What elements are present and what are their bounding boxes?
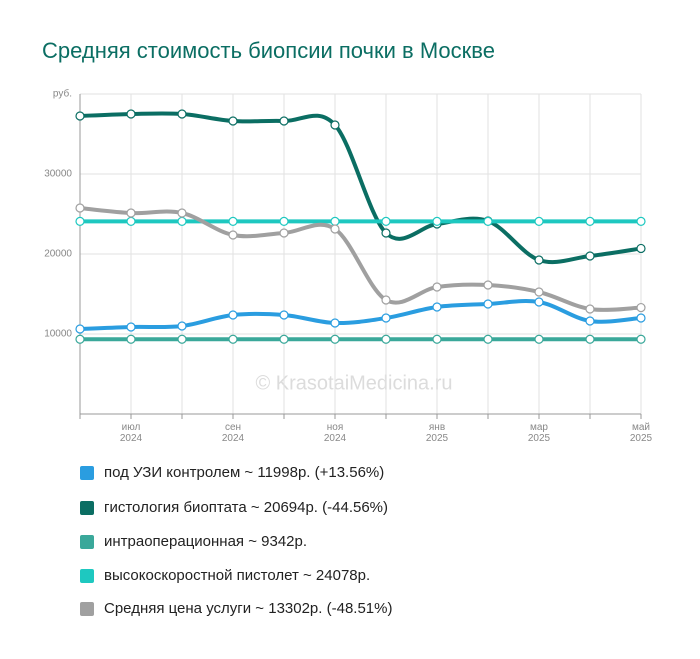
point <box>585 316 595 326</box>
point <box>177 109 187 119</box>
point <box>381 334 391 344</box>
point <box>75 324 85 334</box>
legend-swatch <box>80 602 94 616</box>
point <box>228 216 238 226</box>
legend-label: Средняя цена услуги ~ 13302р. (-48.51%) <box>104 600 392 617</box>
point <box>381 295 391 305</box>
point <box>126 208 136 218</box>
point <box>432 282 442 292</box>
point <box>330 224 340 234</box>
point <box>330 318 340 328</box>
point <box>279 228 289 238</box>
legend-label: гистология биоптата ~ 20694р. (-44.56%) <box>104 499 388 516</box>
legend-swatch <box>80 501 94 515</box>
point <box>534 334 544 344</box>
point <box>585 251 595 261</box>
point <box>177 208 187 218</box>
x-tick-label: май 2025 <box>629 422 653 444</box>
point <box>279 310 289 320</box>
point <box>228 334 238 344</box>
watermark: © KrasotaiMedicina.ru <box>255 372 452 394</box>
point <box>636 313 646 323</box>
point <box>585 216 595 226</box>
point <box>330 120 340 130</box>
legend-label: интраоперационная ~ 9342р. <box>104 533 307 550</box>
point <box>228 230 238 240</box>
point <box>126 334 136 344</box>
series-line <box>79 299 642 331</box>
point <box>228 116 238 126</box>
point <box>636 334 646 344</box>
y-tick-label: 10000 <box>44 329 72 340</box>
point <box>177 334 187 344</box>
legend-swatch <box>80 466 94 480</box>
point <box>534 297 544 307</box>
point <box>585 334 595 344</box>
point <box>126 322 136 332</box>
point <box>534 287 544 297</box>
x-tick-label: янв 2025 <box>425 422 449 444</box>
point <box>585 304 595 314</box>
point <box>534 216 544 226</box>
point <box>432 216 442 226</box>
x-tick-label: мар 2025 <box>527 422 551 444</box>
point <box>432 334 442 344</box>
point <box>483 299 493 309</box>
point <box>279 216 289 226</box>
point <box>483 334 493 344</box>
point <box>228 310 238 320</box>
y-tick-label: руб. <box>53 88 72 100</box>
point <box>75 203 85 213</box>
point <box>75 216 85 226</box>
point <box>483 280 493 290</box>
legend-label: высокоскоростной пистолет ~ 24078р. <box>104 567 370 584</box>
x-tick-label: сен 2024 <box>221 422 245 444</box>
point <box>636 216 646 226</box>
point <box>432 302 442 312</box>
y-tick-label: 20000 <box>44 249 72 260</box>
point <box>636 302 646 313</box>
point <box>483 216 493 226</box>
point <box>534 255 544 265</box>
point <box>126 216 136 226</box>
point <box>330 334 340 344</box>
y-tick-label: 30000 <box>44 169 72 180</box>
point <box>177 321 187 331</box>
point <box>177 216 187 226</box>
point <box>126 109 136 119</box>
x-tick-label: июл 2024 <box>119 422 143 444</box>
point <box>75 334 85 344</box>
point <box>381 228 391 238</box>
point <box>636 243 646 254</box>
legend-swatch <box>80 569 94 583</box>
point <box>75 111 85 121</box>
series-line <box>79 111 642 265</box>
x-tick-label: ноя 2024 <box>323 422 347 444</box>
point <box>330 216 340 226</box>
legend-label: под УЗИ контролем ~ 11998р. (+13.56%) <box>104 464 384 481</box>
point <box>381 313 391 323</box>
point <box>279 116 289 126</box>
point <box>279 334 289 344</box>
legend-swatch <box>80 535 94 549</box>
point <box>381 216 391 226</box>
chart-title: Средняя стоимость биопсии почки в Москве <box>42 38 495 63</box>
